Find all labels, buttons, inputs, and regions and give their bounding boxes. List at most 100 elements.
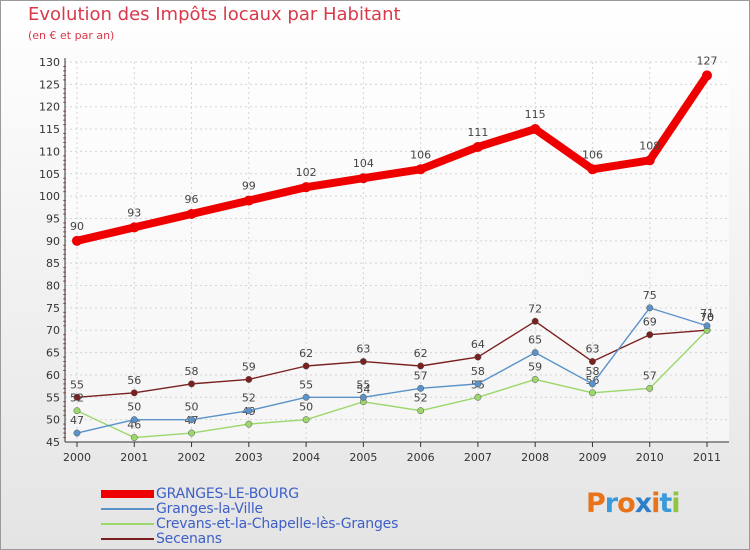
data-label: 55 [70, 378, 84, 391]
x-tick-label: 2000 [63, 451, 91, 464]
data-label: 59 [242, 360, 256, 373]
data-label: 70 [700, 311, 714, 324]
data-point [130, 416, 138, 424]
data-point [472, 141, 483, 152]
y-tick-label: 115 [39, 123, 60, 136]
data-label: 63 [356, 343, 370, 356]
data-point [188, 416, 195, 424]
logo-letter: x [634, 488, 652, 519]
data-label: 56 [585, 374, 599, 387]
y-tick-label: 50 [46, 414, 60, 427]
data-point [302, 416, 310, 424]
series-line [76, 307, 708, 434]
data-label: 65 [528, 334, 542, 347]
data-point [530, 124, 541, 135]
data-point [359, 358, 367, 365]
data-point [646, 384, 654, 392]
chart-subtitle: (en € et par an) [28, 29, 115, 42]
data-label: 52 [414, 392, 428, 405]
data-point [644, 155, 655, 166]
logo-letter: P [586, 488, 606, 519]
data-label: 54 [356, 383, 370, 396]
data-point [415, 164, 426, 175]
x-tick-label: 2009 [578, 451, 606, 464]
x-tick-label: 2002 [178, 451, 206, 464]
data-label: 55 [299, 378, 313, 391]
x-tick-label: 2005 [349, 451, 377, 464]
y-tick-label: 95 [46, 212, 60, 225]
data-label: 90 [70, 220, 84, 233]
x-tick-label: 2011 [693, 451, 721, 464]
series-line [76, 329, 708, 439]
data-label: 62 [299, 347, 313, 360]
data-point [73, 393, 81, 401]
data-point [130, 389, 138, 397]
legend-label: Crevans-et-la-Chapelle-lès-Granges [156, 516, 399, 532]
data-point [245, 407, 253, 415]
data-label: 58 [585, 365, 599, 378]
y-tick-label: 125 [39, 78, 60, 91]
x-tick-label: 2008 [521, 451, 549, 464]
logo-letter: r [604, 488, 618, 519]
data-point [417, 384, 425, 392]
data-label: 46 [127, 419, 141, 432]
data-point [188, 380, 195, 388]
legend-swatch [101, 523, 154, 525]
series-line [76, 320, 708, 398]
data-label: 58 [471, 365, 485, 378]
data-point [474, 353, 482, 361]
data-point [702, 70, 712, 81]
data-point [302, 393, 310, 401]
chart-title: Evolution des Impôts locaux par Habitant [28, 4, 401, 25]
legend-item-secenans: Secenans [101, 531, 222, 547]
data-point [589, 389, 596, 397]
data-point [531, 317, 539, 325]
data-point [531, 349, 539, 357]
y-tick-label: 65 [46, 347, 60, 360]
legend-label: GRANGES-LE-BOURG [156, 486, 299, 502]
y-tick-label: 85 [46, 257, 60, 270]
x-tick-label: 2004 [292, 451, 320, 464]
data-label: 96 [185, 193, 199, 206]
logo-letter: i [671, 488, 680, 519]
data-label: 93 [127, 206, 141, 219]
data-point [72, 235, 82, 246]
data-point [186, 209, 197, 219]
y-tick-label: 90 [46, 235, 60, 248]
data-point [358, 173, 369, 184]
y-tick-label: 55 [46, 391, 60, 404]
y-tick-label: 45 [46, 436, 60, 449]
proxiti-logo: Proxiti [586, 488, 681, 519]
legend-swatch [101, 538, 154, 540]
data-point [646, 331, 654, 339]
logo-letter: i [651, 488, 660, 519]
data-label: 99 [242, 180, 256, 193]
data-label: 50 [185, 401, 199, 414]
data-point [474, 393, 482, 401]
data-point [589, 380, 596, 388]
data-label: 47 [70, 414, 84, 427]
data-point [646, 304, 654, 312]
data-point [245, 375, 253, 383]
plot-area [65, 62, 729, 442]
data-label: 72 [528, 302, 542, 315]
logo-letter: t [659, 488, 672, 519]
y-tick-label: 110 [39, 145, 60, 158]
data-label: 127 [697, 54, 718, 67]
legend-swatch [101, 490, 154, 498]
data-point [589, 358, 596, 365]
x-tick-label: 2007 [464, 451, 492, 464]
data-point [129, 222, 140, 233]
logo-letter: o [617, 488, 636, 519]
data-label: 52 [70, 392, 84, 405]
data-label: 108 [639, 139, 660, 152]
data-label: 115 [525, 108, 546, 121]
data-point [73, 429, 81, 437]
data-label: 70 [700, 311, 714, 324]
legend-item-granges-le-bourg: GRANGES-LE-BOURG [101, 486, 299, 502]
data-point [587, 164, 598, 175]
data-point [301, 182, 312, 193]
y-tick-label: 130 [39, 56, 60, 69]
data-label: 69 [643, 316, 657, 329]
